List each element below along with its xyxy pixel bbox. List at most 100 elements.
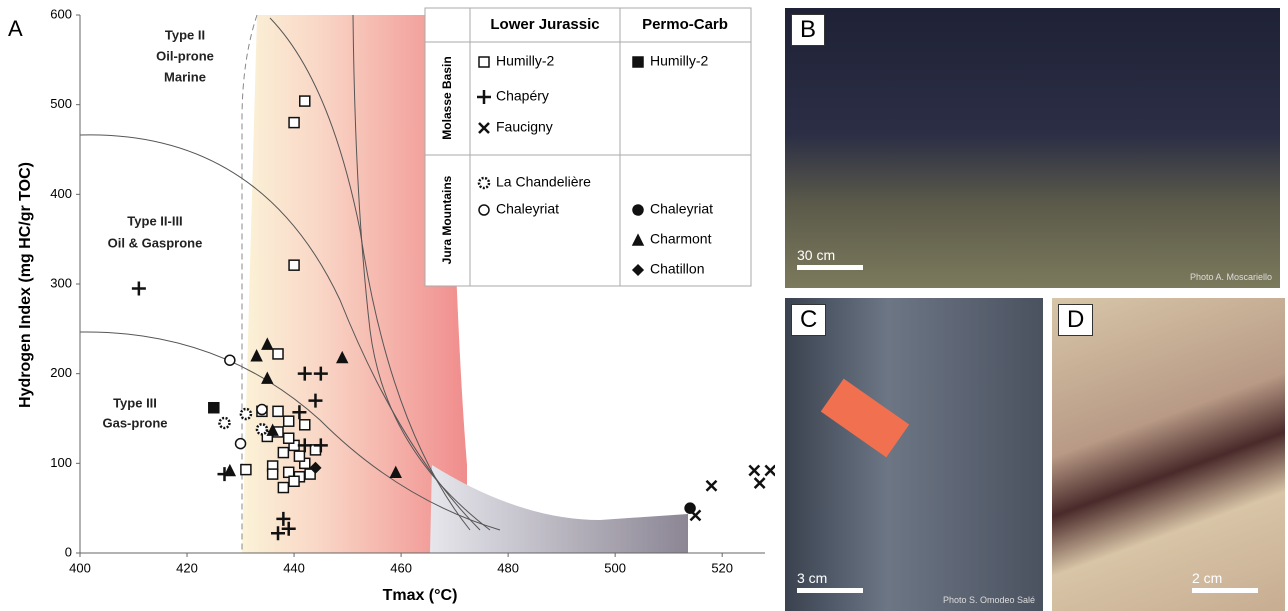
- legend-label: Chapéry: [496, 88, 549, 104]
- scale-bar: 3 cm: [797, 570, 863, 593]
- legend-label: Chatillon: [650, 261, 704, 277]
- point: [282, 415, 295, 427]
- marker-arrow: [820, 378, 910, 458]
- y-axis-label: Hydrogen Index (mg HC/gr TOC): [17, 162, 34, 408]
- legend-marker: [477, 176, 491, 190]
- legend-marker: [478, 122, 490, 134]
- scale-bar: 30 cm: [797, 247, 863, 270]
- point: [304, 468, 316, 480]
- point: [293, 450, 306, 462]
- point: [272, 405, 284, 418]
- scale-text: 30 cm: [797, 247, 836, 263]
- point: [292, 405, 307, 420]
- legend-header: Lower Jurassic: [490, 16, 599, 33]
- legend-label: Charmont: [650, 231, 712, 247]
- point: [277, 481, 290, 494]
- point: [272, 348, 284, 360]
- y-tick-label: 300: [50, 275, 72, 290]
- scale-bar: 2 cm: [1192, 570, 1258, 593]
- legend-marker: [478, 204, 490, 216]
- point: [239, 407, 253, 421]
- point: [297, 438, 312, 453]
- panel-label: A: [8, 16, 23, 41]
- y-tick-label: 100: [50, 455, 72, 470]
- x-tick-label: 460: [390, 560, 412, 575]
- y-tick-label: 500: [50, 96, 72, 111]
- point: [256, 403, 268, 416]
- point: [250, 349, 263, 362]
- legend-marker: [632, 204, 644, 216]
- overmature-zone: [430, 465, 688, 553]
- annotation: Type II-III: [127, 213, 182, 228]
- legend-group: Jura Mountains: [440, 175, 454, 264]
- point: [208, 401, 220, 414]
- annotation: Oil & Gasprone: [108, 235, 203, 250]
- photo-credit: Photo S. Omodeo Salé: [942, 595, 1035, 605]
- x-axis-label: Tmax (°C): [383, 587, 458, 604]
- legend-label: Faucigny: [496, 119, 553, 135]
- point: [276, 511, 291, 526]
- type-curve: [352, 14, 491, 531]
- point: [313, 366, 328, 381]
- legend-group: Molasse Basin: [440, 56, 454, 139]
- photo: C 3 cm Photo S. Omodeo Salé: [785, 298, 1043, 611]
- legend-header: Permo-Carb: [642, 16, 728, 33]
- point: [282, 432, 295, 444]
- annotation: Marine: [164, 69, 206, 84]
- legend-label: Humilly-2: [496, 53, 555, 69]
- point: [288, 259, 300, 271]
- point: [288, 116, 300, 129]
- point: [308, 393, 323, 408]
- legend-marker: [632, 56, 644, 68]
- legend-label: La Chandelière: [496, 174, 591, 190]
- photo-label: D: [1058, 304, 1094, 336]
- point: [748, 464, 761, 477]
- legend-box: [424, 7, 752, 287]
- point: [261, 337, 274, 350]
- point: [753, 477, 766, 489]
- x-tick-label: 440: [283, 560, 305, 575]
- photo-label: C: [791, 304, 827, 336]
- x-tick-label: 480: [497, 560, 519, 575]
- point: [684, 502, 696, 514]
- scale-text: 3 cm: [797, 570, 828, 586]
- point: [309, 461, 322, 474]
- x-tick-label: 520: [711, 560, 733, 575]
- annotation: Type II: [165, 27, 205, 42]
- point: [271, 526, 286, 541]
- point: [224, 354, 236, 366]
- type-curve: [79, 134, 481, 531]
- legend-marker: [478, 56, 490, 68]
- point: [281, 521, 296, 536]
- point: [240, 463, 252, 476]
- scale-text: 2 cm: [1192, 570, 1223, 586]
- photo-credit: Photo A. Moscariello: [1189, 272, 1272, 282]
- point: [234, 437, 247, 450]
- legend-label: Chaleyriat: [650, 201, 713, 217]
- point: [389, 465, 402, 479]
- x-tick-label: 420: [176, 560, 198, 575]
- photo: D 2 cm: [1052, 298, 1285, 611]
- y-tick-label: 600: [50, 6, 72, 21]
- y-tick-label: 200: [50, 365, 72, 380]
- point: [261, 371, 274, 384]
- x-tick-label: 500: [604, 560, 626, 575]
- point: [266, 468, 279, 480]
- legend-label: Chaleyriat: [496, 201, 559, 217]
- legend-marker: [631, 233, 645, 246]
- x-tick-label: 400: [69, 560, 91, 575]
- annotation: Oil-prone: [156, 48, 214, 63]
- photo-label: B: [791, 14, 826, 46]
- y-tick-label: 400: [50, 186, 72, 201]
- legend-marker: [631, 263, 645, 277]
- type-curve: [79, 331, 501, 531]
- point: [297, 366, 312, 381]
- point: [218, 416, 231, 430]
- point: [764, 464, 775, 477]
- legend-marker: [477, 90, 491, 104]
- y-tick-label: 0: [65, 544, 72, 559]
- point: [266, 423, 279, 436]
- point: [131, 281, 146, 296]
- annotation: Type III: [113, 395, 157, 410]
